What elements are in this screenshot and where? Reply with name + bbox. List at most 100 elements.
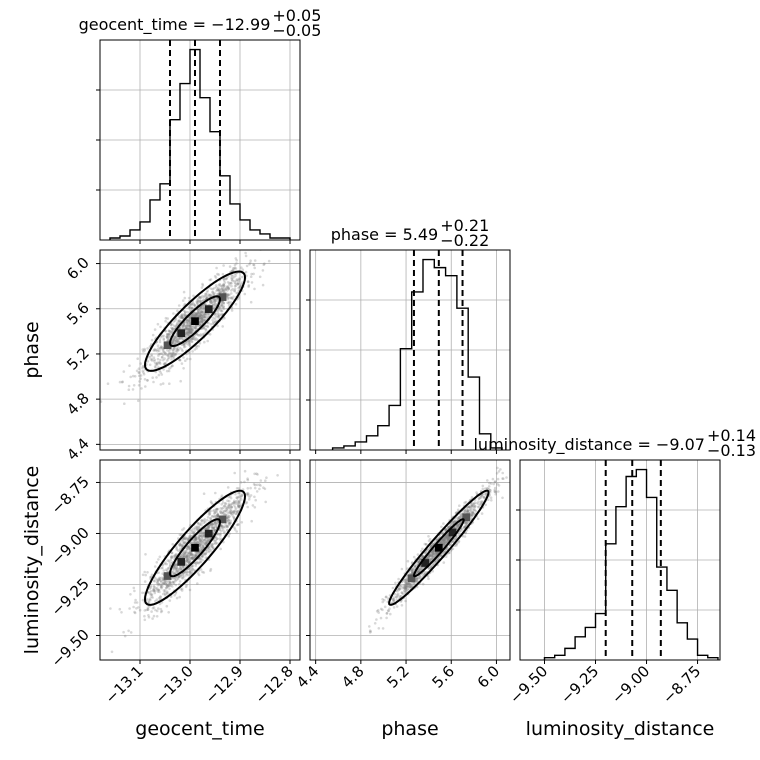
sample-point bbox=[231, 274, 234, 277]
sample-point bbox=[195, 525, 199, 528]
sample-point bbox=[220, 507, 224, 511]
sample-point bbox=[247, 492, 250, 496]
sample-point bbox=[167, 559, 171, 563]
sample-point bbox=[409, 585, 413, 588]
sample-point bbox=[262, 263, 266, 267]
sample-point bbox=[189, 327, 193, 331]
sample-point bbox=[400, 604, 404, 607]
sample-point bbox=[197, 561, 201, 565]
sample-point bbox=[164, 316, 168, 320]
sample-point bbox=[468, 506, 472, 510]
sample-point bbox=[396, 590, 399, 593]
sample-point bbox=[431, 543, 434, 547]
sample-point bbox=[190, 565, 193, 568]
sample-point bbox=[165, 369, 169, 373]
sample-point bbox=[226, 525, 229, 528]
sample-point bbox=[432, 549, 436, 552]
title-main: luminosity_distance = −9.07 bbox=[473, 435, 704, 455]
sample-point bbox=[178, 358, 182, 362]
sample-point bbox=[199, 538, 202, 542]
sample-point bbox=[473, 508, 476, 512]
sample-point bbox=[131, 374, 135, 378]
sample-point bbox=[189, 553, 193, 556]
sample-point bbox=[421, 582, 425, 586]
title-main: phase = 5.49 bbox=[331, 225, 438, 244]
sample-point bbox=[229, 506, 233, 509]
sample-point bbox=[223, 289, 226, 292]
sample-point bbox=[199, 314, 203, 317]
sample-point bbox=[247, 280, 250, 284]
sample-point bbox=[466, 509, 470, 512]
sample-point bbox=[201, 313, 205, 317]
sample-point bbox=[181, 544, 184, 547]
sample-point bbox=[413, 564, 417, 568]
sample-point bbox=[202, 521, 206, 525]
sample-point bbox=[163, 562, 167, 566]
sample-point bbox=[179, 314, 183, 318]
sample-point bbox=[202, 313, 205, 317]
sample-point bbox=[245, 264, 249, 268]
sample-point bbox=[464, 522, 468, 525]
sample-point bbox=[161, 348, 165, 352]
sample-point bbox=[395, 605, 399, 608]
sample-point bbox=[202, 296, 205, 299]
sample-point bbox=[431, 552, 435, 556]
sample-point bbox=[209, 517, 213, 521]
sample-point bbox=[405, 584, 409, 588]
sample-point bbox=[184, 326, 187, 330]
sample-point bbox=[162, 582, 166, 586]
sample-point bbox=[404, 581, 408, 585]
density-block bbox=[163, 341, 172, 350]
sample-point bbox=[141, 365, 145, 368]
sample-point bbox=[443, 538, 446, 541]
sample-point bbox=[189, 328, 192, 331]
sample-point bbox=[445, 528, 449, 531]
sample-point bbox=[184, 570, 187, 574]
sample-point bbox=[129, 593, 132, 596]
sample-point bbox=[150, 353, 153, 357]
sample-point bbox=[138, 374, 141, 378]
sample-point bbox=[170, 357, 173, 361]
sample-point bbox=[156, 363, 159, 366]
sample-point bbox=[170, 555, 173, 559]
sample-point bbox=[470, 504, 473, 508]
sample-point bbox=[174, 317, 178, 321]
sample-point bbox=[210, 298, 214, 302]
sample-point bbox=[186, 326, 189, 330]
sample-point bbox=[385, 595, 388, 599]
sample-point bbox=[165, 584, 169, 587]
sample-point bbox=[465, 523, 469, 526]
sample-point bbox=[216, 288, 220, 291]
sample-point bbox=[190, 557, 193, 560]
sample-point bbox=[187, 332, 191, 335]
sample-point bbox=[182, 527, 186, 530]
sample-point bbox=[230, 511, 233, 514]
sample-point bbox=[188, 551, 191, 555]
sample-point bbox=[502, 477, 505, 481]
sample-point bbox=[207, 550, 211, 554]
sample-point bbox=[396, 593, 399, 597]
sample-point bbox=[494, 492, 498, 496]
sample-point bbox=[428, 555, 431, 558]
sample-point bbox=[189, 316, 192, 319]
sample-point bbox=[190, 327, 194, 331]
sample-point bbox=[199, 568, 203, 571]
sample-point bbox=[154, 599, 157, 603]
sample-point bbox=[488, 481, 491, 485]
sample-point bbox=[233, 279, 236, 283]
sample-point bbox=[208, 333, 212, 336]
sample-point bbox=[197, 535, 200, 538]
sample-point bbox=[185, 555, 188, 559]
contour-level-0 bbox=[168, 518, 222, 578]
sample-point bbox=[134, 598, 137, 602]
sample-point bbox=[421, 555, 424, 559]
sample-point bbox=[216, 521, 219, 524]
sample-point bbox=[189, 550, 192, 553]
xtick-label-0: −9.50 bbox=[506, 662, 551, 707]
sample-point bbox=[472, 505, 476, 508]
sample-point bbox=[177, 358, 181, 362]
sample-point bbox=[197, 311, 201, 314]
sample-point bbox=[463, 510, 466, 513]
sample-point bbox=[159, 579, 163, 582]
sample-point bbox=[443, 541, 447, 544]
